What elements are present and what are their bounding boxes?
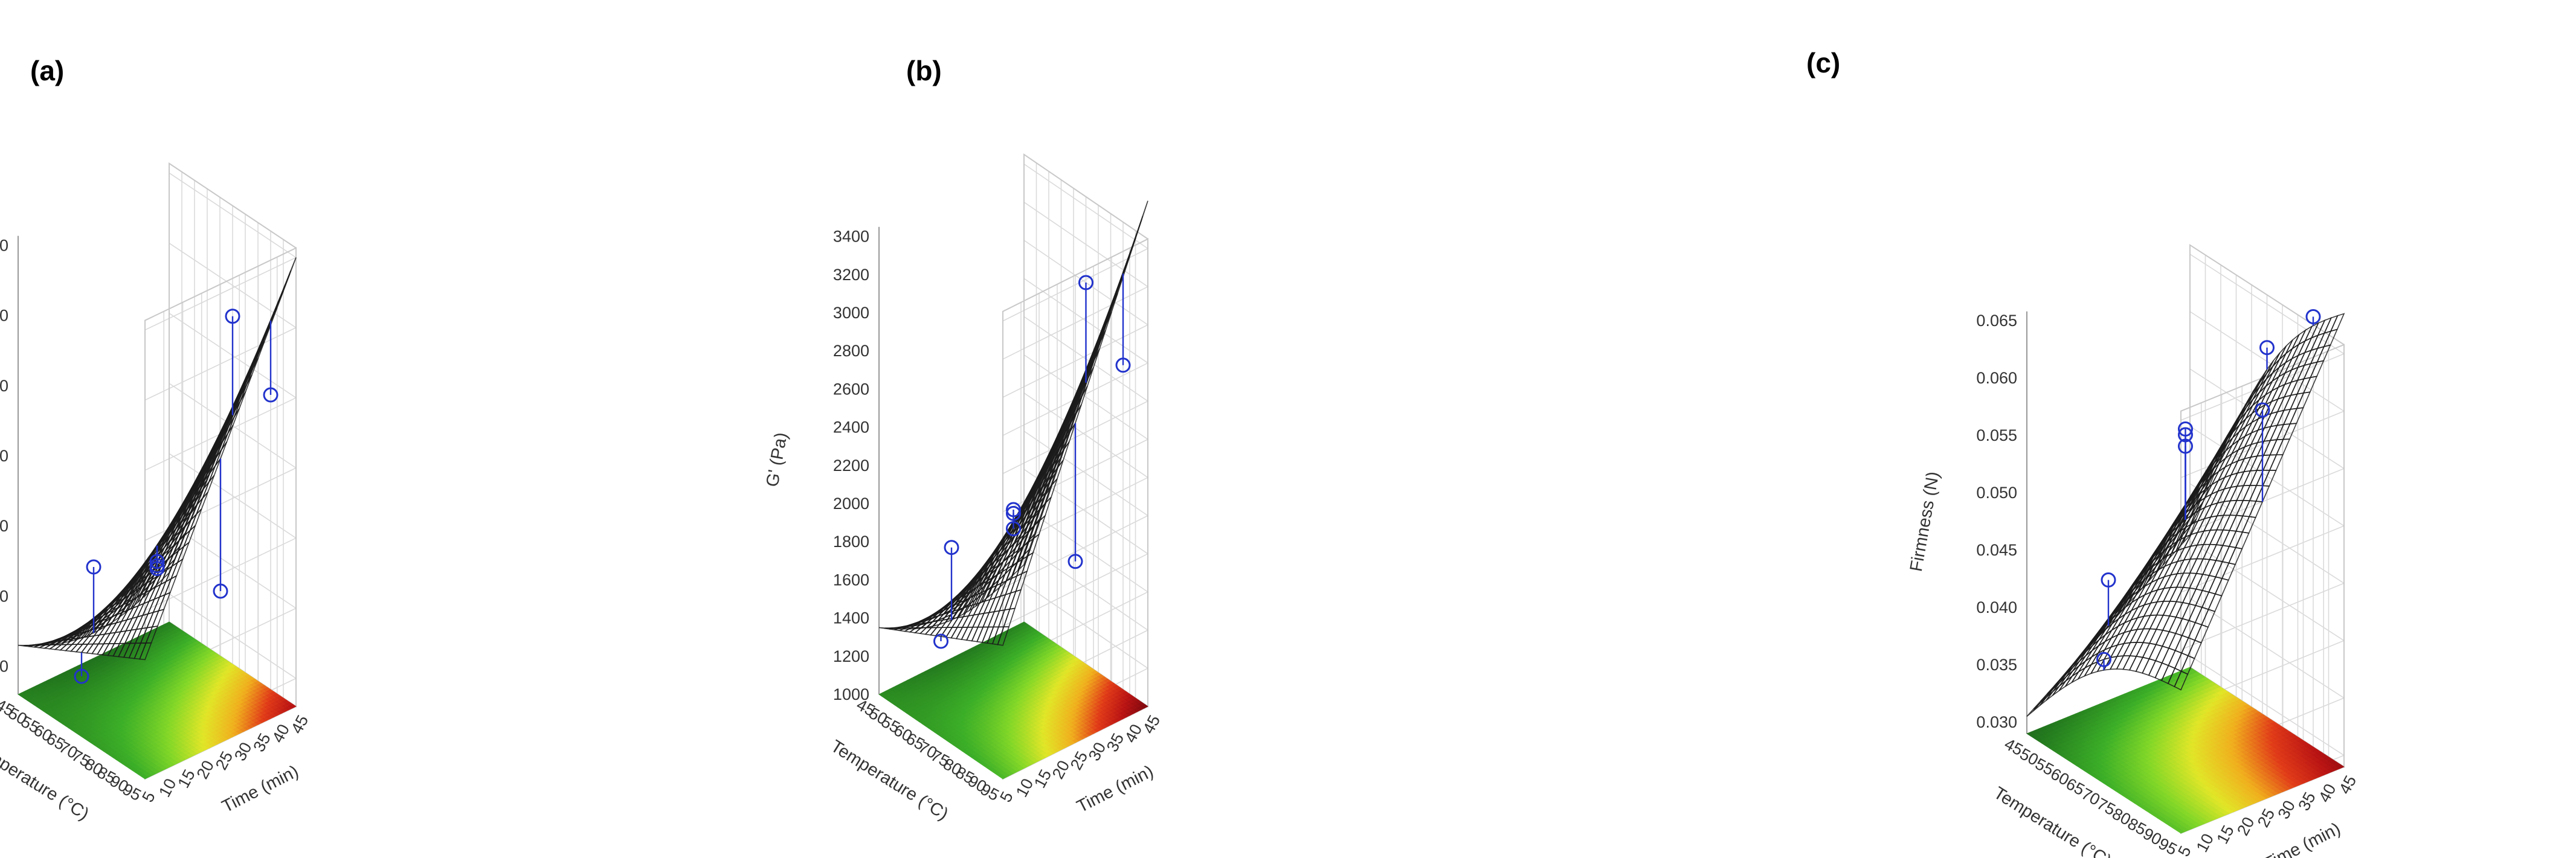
surface-cell [1136,200,1148,234]
z-tick-label: 3400 [833,228,869,246]
z-tick-label: 2000 [833,495,869,513]
y-axis-title: Time (min) [1074,762,1156,817]
z-tick-label: 3000 [833,304,869,322]
panel-label: (a) [30,55,64,86]
z-tick-label: 1800 [833,533,869,551]
surface-cell [1003,607,1016,628]
z-tick-label: 1600 [833,571,869,589]
response-surface [18,257,297,661]
surface-cell [170,557,184,580]
z-tick-label: 35,000 [0,447,8,465]
z-tick-label: 1400 [833,609,869,627]
panel-label: (c) [1806,47,1840,78]
z-tick-label: 25,000 [0,587,8,605]
z-tick-label: 2600 [833,380,869,398]
z-tick-label: 2800 [833,342,869,360]
z-tick-label: 30,000 [0,517,8,535]
panel-a: (a) 20,000 25,000 30,000 35,000 40,000 45,000… [0,55,312,824]
panel-c: (c) 0.0300.0350.0400.0450.0500.0550.0600… [1806,47,2360,858]
z-tick-label: 20,000 [0,658,8,676]
z-tick-label: 50,000 [0,236,8,254]
panel-b: (b) 100012001400160018002000220024002600… [762,55,1164,824]
z-tick-label: 3200 [833,266,869,284]
panel-label: (b) [906,55,942,86]
z-tick-label: 40,000 [0,377,8,395]
z-tick-label: 1200 [833,647,869,665]
surface-cell [182,525,196,548]
surface-cell [176,540,190,564]
z-axis-title: G' (Pa) [762,431,791,488]
y-axis-title: Time (min) [219,762,301,817]
z-tick-label: 45,000 [0,307,8,325]
response-surface [878,200,1148,646]
z-tick-label: 2400 [833,418,869,437]
z-tick-label: 2200 [833,456,869,475]
